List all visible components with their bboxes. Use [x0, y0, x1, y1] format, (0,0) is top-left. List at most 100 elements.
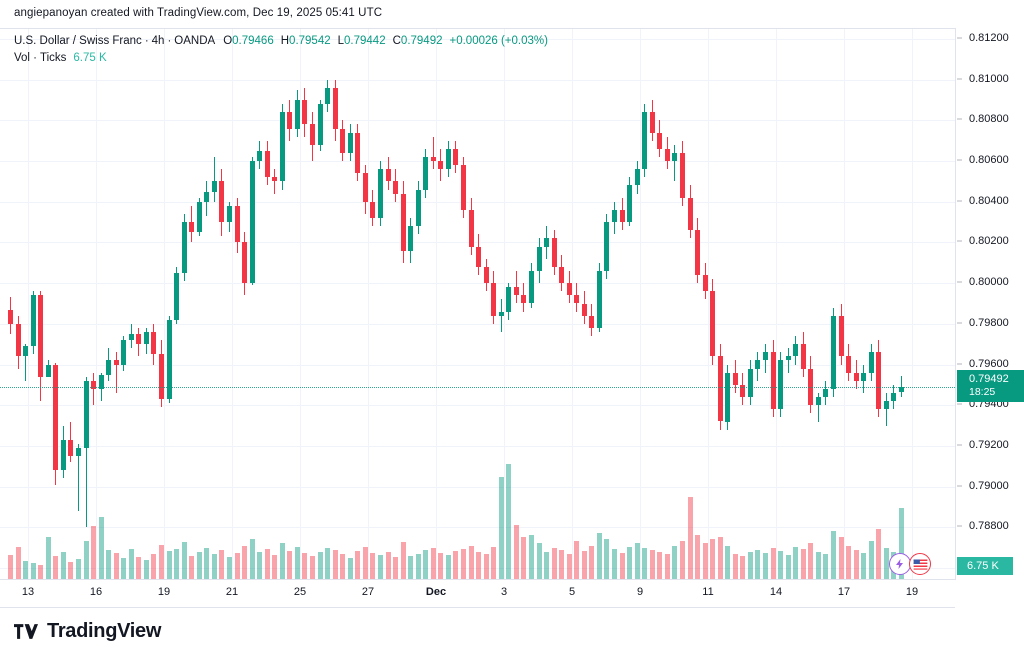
candle-wick — [93, 372, 95, 406]
candle-body — [778, 360, 784, 410]
price-tick: 0.80000 — [956, 276, 1024, 288]
price-tick: 0.79000 — [956, 480, 1024, 492]
candle — [279, 29, 285, 579]
volume-bar — [60, 551, 66, 579]
volume-bar — [400, 542, 406, 579]
candle-wick — [213, 157, 215, 202]
symbol-name[interactable]: U.S. Dollar / Swiss Franc — [14, 35, 142, 47]
gridline-vertical — [232, 29, 233, 579]
indicator-badges[interactable] — [889, 553, 931, 575]
volume-bar — [166, 550, 172, 579]
volume-bar — [649, 549, 655, 579]
candle — [310, 29, 315, 579]
gridline-vertical — [708, 29, 709, 579]
candle-body — [53, 364, 59, 471]
open-label: O — [223, 35, 233, 47]
volume-bar — [415, 553, 421, 579]
candle — [83, 29, 89, 579]
price-tick: 0.80600 — [956, 154, 1024, 166]
candle-body — [453, 148, 459, 166]
volume-bar — [113, 552, 119, 579]
price-tick: 0.78800 — [956, 520, 1024, 532]
lightning-icon[interactable] — [889, 553, 911, 575]
legend-separator-1: · — [144, 35, 149, 47]
volume-bar — [302, 552, 308, 579]
candle-body — [362, 173, 368, 202]
high-value: 0.79542 — [289, 35, 331, 47]
candle-body — [868, 352, 874, 373]
candle — [159, 29, 164, 579]
volume-bar — [279, 543, 285, 579]
volume-study-label[interactable]: Vol · Ticks — [14, 52, 67, 64]
candle-body — [136, 334, 142, 345]
ohlc-close: C0.79492 — [393, 35, 443, 47]
candle — [136, 29, 142, 579]
candle — [53, 29, 59, 579]
candle-body — [476, 246, 482, 267]
time-tick: 21 — [225, 586, 239, 598]
chart-plot-area[interactable] — [0, 28, 955, 580]
candle — [294, 29, 300, 579]
candle-body — [566, 283, 572, 296]
candle-body — [98, 374, 104, 389]
candle-body — [400, 193, 406, 251]
volume-bar — [362, 546, 368, 579]
volume-bar — [876, 528, 882, 579]
candle — [204, 29, 210, 579]
volume-bar — [151, 553, 157, 579]
current-price-badge: 0.79492 18:25 — [957, 369, 1024, 402]
volume-bar — [257, 551, 263, 579]
candle-body — [747, 368, 753, 398]
low-label: L — [337, 35, 345, 47]
candle-body — [45, 364, 51, 377]
volume-bar — [106, 549, 112, 579]
candle-body — [830, 315, 836, 389]
candle — [355, 29, 361, 579]
volume-bar — [332, 549, 338, 579]
candle-body — [627, 185, 633, 223]
candle — [838, 29, 844, 579]
candle — [75, 29, 81, 579]
volume-bar — [664, 553, 670, 579]
candle — [453, 29, 459, 579]
volume-bar — [808, 543, 814, 579]
candle-body — [612, 209, 617, 223]
time-tick: 5 — [568, 586, 576, 598]
candle — [340, 29, 346, 579]
volume-bar — [83, 541, 89, 579]
volume-bar — [196, 551, 202, 579]
candle-body — [672, 152, 678, 162]
time-axis[interactable]: 13 16 19 21 25 27 Dec 3 5 9 11 14 17 19 — [0, 580, 955, 608]
us-flag-icon[interactable] — [909, 553, 931, 575]
volume-bar — [219, 549, 225, 579]
volume-bar — [204, 547, 210, 579]
volume-bar — [491, 546, 497, 579]
gridline-vertical — [504, 29, 505, 579]
ohlc-high: H0.79542 — [281, 35, 331, 47]
price-axis[interactable]: 0.81200 0.81000 0.80800 0.80600 0.80400 0.802… — [955, 28, 1024, 580]
time-tick: 16 — [89, 586, 103, 598]
candle — [574, 29, 580, 579]
gridline-horizontal — [0, 79, 955, 81]
ohlc-open: O0.79466 — [223, 35, 274, 47]
candle-body — [838, 315, 844, 357]
gridline-horizontal — [0, 161, 955, 163]
volume-bar — [574, 541, 580, 579]
candle — [830, 29, 836, 579]
candle-wick — [85, 376, 87, 528]
candle-body — [785, 356, 791, 361]
candle-body — [732, 372, 738, 385]
volume-bar — [536, 543, 542, 579]
gridline-vertical — [300, 29, 301, 579]
volume-bar — [272, 554, 278, 579]
volume-bar — [287, 550, 293, 579]
volume-bar — [755, 549, 761, 579]
candle-body — [755, 360, 761, 369]
volume-bar — [853, 549, 859, 579]
volume-bar — [521, 537, 527, 579]
exchange-label[interactable]: OANDA — [174, 35, 216, 47]
interval-label[interactable]: 4h — [151, 35, 165, 47]
current-price-value: 0.79492 — [969, 372, 1009, 385]
volume-bar — [45, 537, 51, 579]
gridline-vertical — [912, 29, 913, 579]
